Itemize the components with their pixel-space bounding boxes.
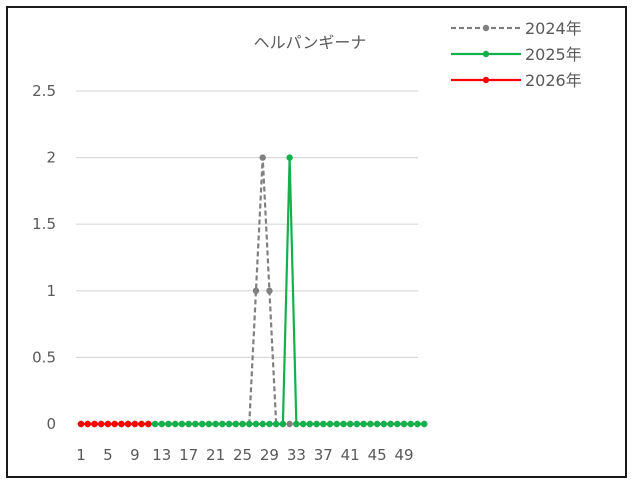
data-point bbox=[334, 421, 340, 427]
legend-swatch-marker bbox=[483, 51, 489, 57]
data-point bbox=[408, 421, 414, 427]
data-point bbox=[132, 421, 138, 427]
data-point bbox=[394, 421, 400, 427]
x-tick-label: 41 bbox=[341, 446, 360, 464]
data-point bbox=[206, 421, 212, 427]
data-point bbox=[185, 421, 191, 427]
data-point bbox=[374, 421, 380, 427]
data-point bbox=[273, 421, 279, 427]
data-point bbox=[266, 288, 272, 294]
data-point bbox=[421, 421, 427, 427]
legend-label: 2025年 bbox=[525, 45, 582, 64]
data-point bbox=[192, 421, 198, 427]
data-point bbox=[78, 421, 84, 427]
y-tick-label: 2.5 bbox=[32, 82, 56, 100]
legend-item: 2024年 bbox=[451, 19, 582, 38]
data-point bbox=[280, 421, 286, 427]
legend-swatch-marker bbox=[483, 77, 489, 83]
x-tick-label: 1 bbox=[76, 446, 86, 464]
legend: 2024年 2025年 2026年 bbox=[451, 19, 582, 90]
legend-item: 2025年 bbox=[451, 45, 582, 64]
data-point bbox=[354, 421, 360, 427]
data-point bbox=[367, 421, 373, 427]
data-point bbox=[219, 421, 225, 427]
x-tick-label: 5 bbox=[103, 446, 113, 464]
x-tick-label: 21 bbox=[206, 446, 225, 464]
data-point bbox=[91, 421, 97, 427]
series-3 bbox=[78, 421, 152, 427]
data-point bbox=[212, 421, 218, 427]
data-point bbox=[360, 421, 366, 427]
y-tick-label: 0.5 bbox=[32, 348, 56, 366]
data-point bbox=[401, 421, 407, 427]
data-point bbox=[125, 421, 131, 427]
x-tick-label: 45 bbox=[368, 446, 387, 464]
legend-item: 2026年 bbox=[451, 71, 582, 90]
data-point bbox=[226, 421, 232, 427]
x-tick-label: 29 bbox=[260, 446, 279, 464]
data-point bbox=[260, 421, 266, 427]
data-point bbox=[199, 421, 205, 427]
x-tick-label: 17 bbox=[179, 446, 198, 464]
x-tick-label: 9 bbox=[130, 446, 140, 464]
data-point bbox=[347, 421, 353, 427]
data-point bbox=[266, 421, 272, 427]
data-point bbox=[414, 421, 420, 427]
data-point bbox=[145, 421, 151, 427]
data-point bbox=[293, 421, 299, 427]
data-point bbox=[387, 421, 393, 427]
data-point bbox=[138, 421, 144, 427]
data-point bbox=[118, 421, 124, 427]
data-point bbox=[286, 154, 292, 160]
data-point bbox=[253, 288, 259, 294]
data-point bbox=[320, 421, 326, 427]
x-tick-label: 49 bbox=[394, 446, 413, 464]
data-point bbox=[300, 421, 306, 427]
data-point bbox=[260, 154, 266, 160]
data-point bbox=[313, 421, 319, 427]
chart-svg: 00.511.522.5 1 5 9 13 17 21 25 29 33 37 41 45 49 ヘルパ… bbox=[8, 8, 629, 480]
x-tick-label: 13 bbox=[152, 446, 171, 464]
y-axis-tick-labels: 0 0.5 1 1.5 2 2.5 bbox=[32, 82, 56, 433]
data-point bbox=[239, 421, 245, 427]
data-point bbox=[381, 421, 387, 427]
data-point bbox=[327, 421, 333, 427]
x-tick-label: 33 bbox=[287, 446, 306, 464]
y-tick-label: 2 bbox=[46, 149, 56, 167]
chart-title: ヘルパンギーナ bbox=[254, 33, 367, 52]
data-point bbox=[98, 421, 104, 427]
chart-frame: 0 0.5 1 1.5 2 2.5 1 5 9 13 17 21 25 29 33 37 41 45 49 ヘルパ… bbox=[6, 6, 627, 478]
data-point bbox=[286, 421, 292, 427]
data-point bbox=[172, 421, 178, 427]
data-point bbox=[85, 421, 91, 427]
y-tick-label: 1.5 bbox=[32, 215, 56, 233]
x-tick-label: 37 bbox=[314, 446, 333, 464]
data-point bbox=[152, 421, 158, 427]
legend-label: 2024年 bbox=[525, 19, 582, 38]
data-point bbox=[340, 421, 346, 427]
data-point bbox=[307, 421, 313, 427]
y-tick-label: 0 bbox=[46, 415, 56, 433]
data-point bbox=[233, 421, 239, 427]
data-point bbox=[165, 421, 171, 427]
grid-layer bbox=[76, 91, 418, 424]
data-point bbox=[159, 421, 165, 427]
y-tick-label: 1 bbox=[46, 282, 56, 300]
data-point bbox=[246, 421, 252, 427]
data-point bbox=[105, 421, 111, 427]
x-tick-label: 25 bbox=[233, 446, 252, 464]
legend-swatch-marker bbox=[483, 25, 489, 31]
data-point bbox=[179, 421, 185, 427]
data-point bbox=[111, 421, 117, 427]
data-point bbox=[253, 421, 259, 427]
legend-label: 2026年 bbox=[525, 71, 582, 90]
x-axis-tick-labels: 1 5 9 13 17 21 25 29 33 37 41 45 49 bbox=[76, 446, 413, 464]
